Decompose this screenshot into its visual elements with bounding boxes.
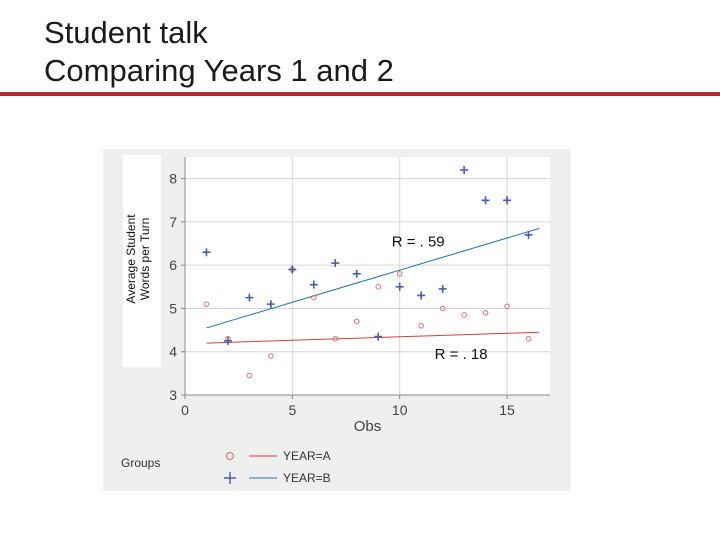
data-point-year-b — [481, 196, 490, 205]
chart-panel: Average Student Words per Turn 3 4 5 6 7 8 0 5 10 1… — [103, 149, 571, 491]
data-point-year-a — [332, 335, 339, 342]
slide-title: Student talk Comparing Years 1 and 2 — [44, 14, 394, 90]
legend-marker-year-a — [226, 452, 234, 460]
y-tick-label: 4 — [169, 344, 177, 360]
data-point-year-b — [374, 332, 383, 341]
plot-area — [185, 157, 550, 395]
y-tick-label: 8 — [169, 171, 177, 187]
correlation-label: R = . 18 — [435, 346, 488, 363]
x-tick-label: 5 — [288, 402, 296, 418]
data-point-year-b — [503, 196, 512, 205]
data-point-year-a — [396, 271, 403, 277]
data-point-year-a — [311, 294, 317, 301]
data-point-year-b — [245, 293, 254, 302]
y-tick-label: 6 — [169, 257, 177, 273]
x-axis-title: Obs — [354, 418, 382, 435]
data-point-year-a — [418, 322, 424, 329]
data-point-year-b — [266, 300, 275, 309]
x-tick-label: 0 — [181, 402, 189, 418]
data-point-year-b — [460, 165, 469, 174]
data-point-year-b — [288, 265, 297, 274]
legend-title: Groups — [121, 456, 160, 470]
legend-label: YEAR=A — [283, 449, 331, 463]
data-point-year-b — [309, 280, 318, 289]
data-point-year-a — [353, 318, 360, 325]
title-divider — [0, 92, 720, 96]
data-point-year-a — [461, 312, 467, 318]
data-point-year-a — [246, 372, 253, 379]
x-tick-label: 10 — [392, 402, 408, 418]
slide-title-line-1: Student talk — [44, 15, 208, 50]
y-tick-label: 7 — [169, 214, 177, 230]
data-point-year-a — [504, 303, 510, 310]
y-tick-label: 5 — [169, 300, 177, 316]
fit-line — [206, 331, 540, 344]
data-point-year-b — [524, 230, 533, 239]
correlation-label: R = . 59 — [392, 233, 445, 250]
data-point-year-b — [438, 284, 447, 293]
data-point-year-b — [202, 248, 211, 257]
data-point-year-a — [203, 301, 210, 307]
x-tick-label: 15 — [499, 402, 515, 418]
data-point-year-a — [525, 335, 532, 342]
fit-line — [206, 227, 540, 329]
y-axis-title-line: Words per Turn — [138, 218, 152, 300]
data-point-year-a — [439, 305, 446, 312]
data-point-year-b — [417, 291, 426, 300]
legend-marker-year-b — [224, 472, 236, 484]
slide-title-line-2: Comparing Years 1 and 2 — [44, 53, 394, 88]
data-point-year-b — [223, 336, 232, 345]
data-point-year-a — [268, 353, 274, 359]
data-point-year-b — [395, 282, 404, 291]
y-axis-title-line: Average Student — [124, 214, 138, 304]
data-point-year-a — [375, 284, 382, 290]
data-point-year-b — [352, 269, 361, 278]
scatter-chart: Average Student Words per Turn 3 4 5 6 7 8 0 5 10 1… — [121, 155, 550, 485]
y-tick-label: 3 — [169, 387, 177, 403]
data-point-year-b — [331, 259, 340, 268]
data-point-year-a — [482, 309, 489, 316]
legend-label: YEAR=B — [283, 471, 331, 485]
y-label-strip — [123, 155, 161, 367]
